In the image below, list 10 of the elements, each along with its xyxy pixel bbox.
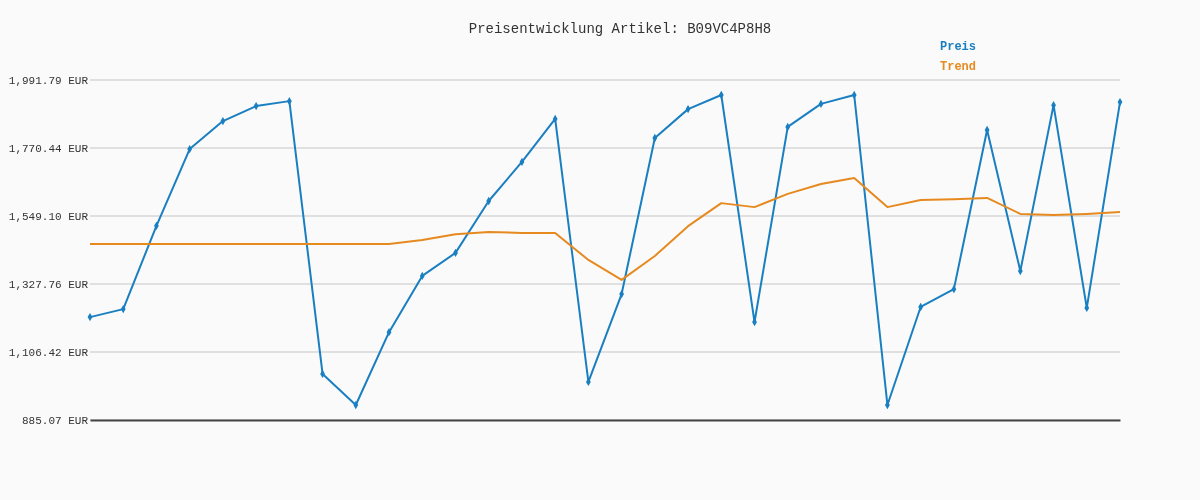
y-tick-label: 1,327.76 EUR <box>8 279 89 292</box>
y-tick-label: 1,991.79 EUR <box>8 75 89 88</box>
line-series <box>89 176 1121 281</box>
y-tick-label: 1,770.44 EUR <box>8 143 89 156</box>
y-tick-label: 1,106.42 EUR <box>8 347 89 360</box>
chart-title: Preisentwicklung Artikel: B09VC4P8H8 <box>468 21 772 37</box>
text: Preis <box>940 40 977 54</box>
text: Trend <box>940 60 977 74</box>
y-tick-label: 1,549.10 EUR <box>8 211 89 224</box>
y-tick-label: 885.07 EUR <box>21 415 89 428</box>
